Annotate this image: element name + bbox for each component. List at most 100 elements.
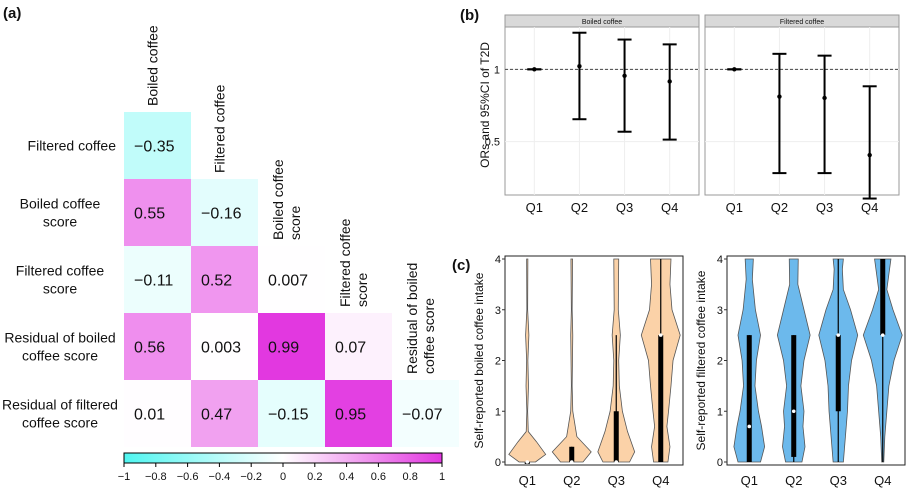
heatmap-cell-label: 0.47: [201, 407, 232, 424]
or-facet-panel: [704, 26, 900, 196]
violin-shape: [551, 258, 592, 463]
colorbar-tick-label: −0.4: [209, 471, 231, 483]
heatmap-column-label: Filtered coffee: [212, 84, 228, 173]
heatmap-cell-label: 0.003: [201, 340, 241, 357]
heatmap-row-label: coffee score: [22, 348, 98, 364]
violin-x-tick-label: Q1: [741, 473, 758, 488]
violin-x-tick-label: Q1: [519, 473, 536, 488]
heatmap-cell-label: −0.07: [402, 407, 443, 424]
heatmap-cell-label: 0.007: [268, 273, 308, 290]
violin-y-tick-label: 1: [717, 406, 723, 418]
or-x-tick-label: Q2: [571, 200, 588, 215]
heatmap-cell: [325, 380, 392, 447]
violin-x-tick-label: Q4: [652, 473, 669, 488]
heatmap-row-label: score: [43, 214, 77, 230]
or-x-tick-label: Q3: [616, 200, 633, 215]
heatmap-column-label: coffee score: [421, 298, 437, 374]
or-x-tick-label: Q3: [816, 200, 833, 215]
heatmap-column-label: Boiled coffee: [270, 159, 286, 240]
heatmap-cell: [191, 179, 258, 246]
violin-y-tick-label: 4: [495, 254, 501, 266]
heatmap-cell: [392, 380, 459, 447]
or-facet-title: Filtered coffee: [780, 19, 824, 26]
heatmap-cell-label: 0.95: [335, 407, 366, 424]
violin-x-tick-label: Q4: [874, 473, 891, 488]
or-x-tick-label: Q2: [771, 200, 788, 215]
or-point: [867, 152, 872, 158]
violin-y-tick-label: 2: [495, 356, 501, 368]
violin-y-tick-label: 4: [717, 254, 723, 266]
violin-y-tick-label: 2: [717, 356, 723, 368]
heatmap-cell-label: −0.16: [201, 206, 242, 223]
or-point: [777, 94, 782, 99]
or-point: [822, 95, 827, 101]
heatmap-row-label: Residual of boiled: [4, 330, 115, 346]
or-x-tick-label: Q4: [661, 200, 678, 215]
violin-median-point: [791, 409, 796, 414]
heatmap-cell-label: 0.52: [201, 273, 232, 290]
heatmap-cell-label: −0.11: [134, 273, 173, 290]
violin-y-tick-label: 0: [717, 457, 723, 469]
colorbar-tick-label: 0.2: [307, 471, 322, 483]
heatmap-column-label: score: [354, 273, 370, 307]
heatmap-row-label: score: [43, 281, 77, 297]
violin-x-tick-label: Q2: [785, 473, 802, 488]
violin-plot: Self-reported boiled coffee intake 0 1 2 3 4 Q…: [472, 254, 906, 488]
or-point: [622, 73, 627, 78]
or-facet-title: Boiled coffee: [582, 19, 622, 26]
or-point: [577, 64, 582, 69]
heatmap-cell: [124, 246, 191, 313]
heatmap-cell-label: 0.99: [268, 340, 299, 357]
colorbar-tick-label: −0.8: [145, 471, 167, 483]
or-point: [732, 67, 737, 72]
violin-y-tick-label: 3: [717, 305, 723, 317]
heatmap-column-label: Boiled coffee: [145, 25, 161, 106]
violin-x-tick-label: Q3: [830, 473, 847, 488]
violin-median-point: [614, 460, 619, 464]
heatmap-row-label: Filtered coffee: [28, 138, 117, 154]
or-facet-panel: [504, 26, 700, 196]
panel-label-c: (c): [452, 257, 470, 274]
heatmap-column-label: Residual of boiled: [404, 263, 420, 374]
heatmap-cell: [124, 313, 191, 380]
violin-axis-title: Self-reported filtered coffee intake: [694, 270, 708, 450]
violin-median-point: [747, 424, 752, 429]
heatmap-cell: [325, 313, 392, 380]
panel-label-a: (a): [3, 5, 21, 22]
heatmap-row-label: Boiled coffee: [20, 196, 101, 212]
heatmap-column-label: score: [287, 206, 303, 240]
or-x-tick-label: Q4: [861, 200, 878, 215]
heatmap-cell-label: 0.01: [134, 407, 165, 424]
or-x-tick-label: Q1: [726, 200, 743, 215]
violin-median-point: [658, 333, 663, 337]
colorbar-tick-label: 1: [439, 471, 445, 483]
heatmap-row-label: Filtered coffee: [16, 263, 105, 279]
violin-iqr-box: [569, 446, 575, 462]
violin-iqr-box: [658, 335, 664, 462]
colorbar-tick-label: 0.6: [371, 471, 386, 483]
heatmap-cell: [191, 313, 258, 380]
colorbar-tick-label: 0.8: [403, 471, 418, 483]
colorbar-tick-label: −0.6: [177, 471, 199, 483]
heatmap-row-label: coffee score: [22, 415, 98, 431]
colorbar-tick-label: −1: [118, 471, 131, 483]
heatmap-cell: [124, 112, 191, 179]
violin-y-tick-label: 0: [495, 457, 501, 469]
or-y-tick-label: 1: [494, 64, 500, 76]
violin-median-point: [836, 333, 841, 337]
or-point: [667, 79, 672, 84]
heatmap-column-label: Filtered coffee: [337, 218, 353, 307]
violin-axis-title: Self-reported boiled coffee intake: [472, 272, 486, 448]
colorbar-tick-label: 0: [280, 471, 286, 483]
violin-iqr-box: [835, 335, 841, 412]
heatmap-cell: [258, 380, 325, 447]
heatmap-cell: [124, 179, 191, 246]
violin-iqr-box: [791, 335, 797, 457]
violin-x-tick-label: Q3: [608, 473, 625, 488]
correlation-heatmap: −0.35 0.55 −0.16 −0.11 0.52 0.007 0.56 0.003 0.9…: [2, 25, 459, 447]
violin-shape: [508, 258, 547, 463]
violin-y-tick-label: 1: [495, 406, 501, 418]
heatmap-cell-label: −0.35: [134, 139, 175, 156]
heatmap-cell: [258, 313, 325, 380]
heatmap-cell-label: 0.56: [134, 340, 165, 357]
